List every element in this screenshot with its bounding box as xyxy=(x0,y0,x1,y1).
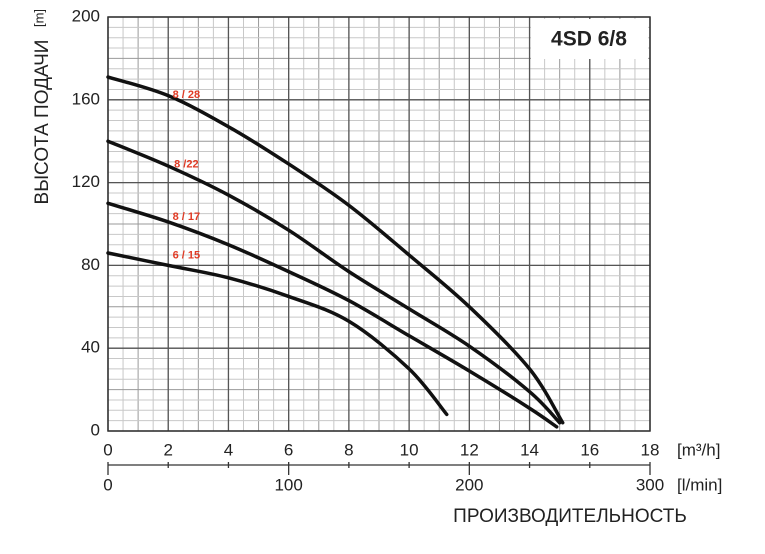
x-axis-label: [m³/h] xyxy=(677,440,720,459)
curve-label: 8 /22 xyxy=(174,158,198,170)
curve-label: 8 / 17 xyxy=(173,211,201,223)
curve xyxy=(106,201,559,429)
y-tick-label: 40 xyxy=(81,338,100,357)
curve-label: 6 / 15 xyxy=(173,250,201,262)
curve xyxy=(106,251,449,417)
x2-tick-label: 200 xyxy=(455,475,483,494)
x-tick-label: 16 xyxy=(580,440,599,459)
x2-tick-label: 300 xyxy=(636,475,664,494)
x-tick-label: 12 xyxy=(460,440,479,459)
plot-frame xyxy=(107,16,651,432)
curve xyxy=(106,139,562,425)
y-axis-label: ВЫСОТА ПОДАЧИ xyxy=(32,40,53,205)
y-tick-label: 0 xyxy=(91,420,100,439)
y-tick-label: 160 xyxy=(72,89,100,108)
x-tick-label: 4 xyxy=(224,440,233,459)
x-tick-label: 2 xyxy=(163,440,172,459)
y-axis-unit: [m] xyxy=(31,9,46,27)
curve xyxy=(106,75,565,425)
x-tick-label: 18 xyxy=(641,440,660,459)
x-tick-label: 0 xyxy=(103,440,112,459)
y-tick-label: 80 xyxy=(81,255,100,274)
title-box xyxy=(531,19,648,59)
y-tick-label: 200 xyxy=(72,6,100,25)
x2-axis-label: [l/min] xyxy=(677,475,722,494)
x-tick-label: 14 xyxy=(520,440,539,459)
x2-tick-label: 100 xyxy=(274,475,302,494)
x-tick-label: 10 xyxy=(400,440,419,459)
x-axis-title: ПРОИЗВОДИТЕЛЬНОСТЬ xyxy=(453,506,687,527)
curve-label: 8 / 28 xyxy=(173,89,201,101)
x-tick-label: 6 xyxy=(284,440,293,459)
x-tick-label: 8 xyxy=(344,440,353,459)
x2-tick-label: 0 xyxy=(103,475,112,494)
chart-title: 4SD 6/8 xyxy=(551,28,627,51)
y-tick-label: 120 xyxy=(72,172,100,191)
